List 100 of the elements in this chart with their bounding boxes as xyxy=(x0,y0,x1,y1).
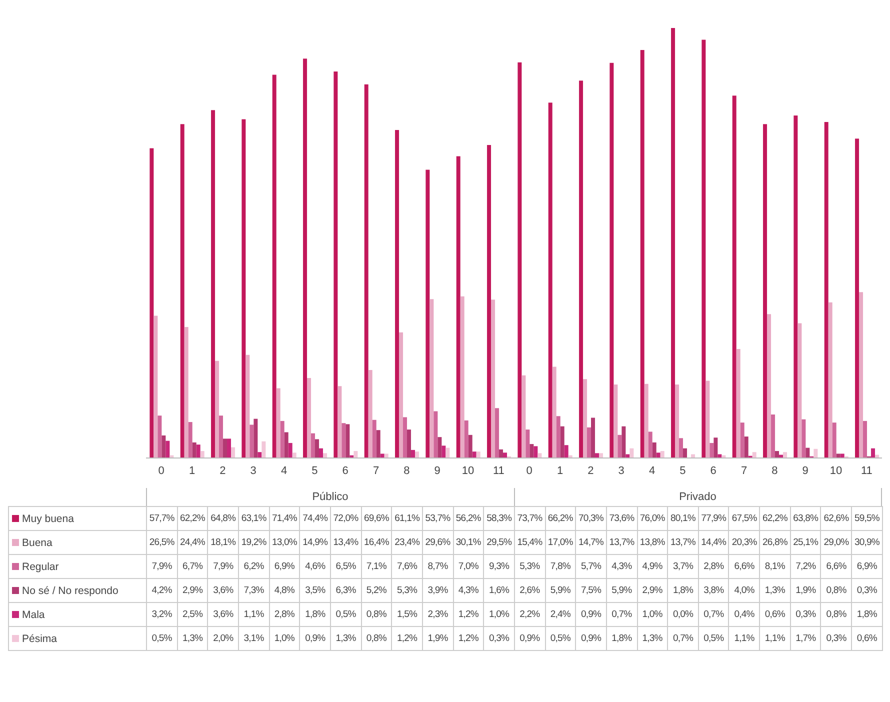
bar xyxy=(315,439,320,458)
bar xyxy=(691,454,696,458)
bar xyxy=(828,302,832,458)
legend-label: Pésima xyxy=(8,626,146,650)
data-label: 64,8% xyxy=(208,506,238,530)
data-label: 1,2% xyxy=(453,626,484,650)
bar xyxy=(162,435,166,458)
x-tick-label: 2 xyxy=(220,464,226,477)
legend-label: Mala xyxy=(8,602,146,626)
data-label: 0,7% xyxy=(606,602,637,626)
bar xyxy=(231,447,236,458)
data-label: 0,6% xyxy=(760,602,790,626)
bar xyxy=(426,170,430,458)
data-label: 73,6% xyxy=(606,506,637,530)
data-label: 2,5% xyxy=(177,602,208,626)
data-label: 3,1% xyxy=(238,626,270,650)
data-label: 0,8% xyxy=(361,602,392,626)
bar xyxy=(863,420,868,458)
bar xyxy=(610,62,614,458)
bar xyxy=(671,28,676,458)
data-label: 3,6% xyxy=(208,578,238,602)
data-label: 1,1% xyxy=(728,626,760,650)
data-label: 4,9% xyxy=(637,554,668,578)
bar xyxy=(591,418,596,458)
bar xyxy=(200,451,204,458)
data-label: 1,9% xyxy=(422,626,454,650)
bar xyxy=(740,422,744,458)
data-label: 26,5% xyxy=(146,530,178,554)
data-label: 0,4% xyxy=(728,602,760,626)
bar xyxy=(192,442,196,458)
data-label: 2,0% xyxy=(208,626,238,650)
bar xyxy=(280,420,284,458)
data-label: 1,8% xyxy=(606,626,637,650)
data-label: 6,6% xyxy=(820,554,852,578)
x-tick-label: 5 xyxy=(680,464,686,477)
data-label: 62,2% xyxy=(177,506,208,530)
data-label: 2,9% xyxy=(637,578,668,602)
bar xyxy=(384,454,388,458)
bar xyxy=(460,296,464,458)
data-label: 4,3% xyxy=(606,554,637,578)
data-label: 3,8% xyxy=(698,578,729,602)
bar xyxy=(276,388,280,458)
data-label: 58,3% xyxy=(484,506,514,530)
bar xyxy=(518,62,522,458)
data-label: 7,9% xyxy=(146,554,178,578)
data-label: 0,5% xyxy=(545,626,576,650)
data-label: 6,6% xyxy=(728,554,760,578)
x-tick-label: 3 xyxy=(618,464,624,477)
data-label: 24,4% xyxy=(177,530,208,554)
data-label: 63,1% xyxy=(238,506,270,530)
data-label: 14,9% xyxy=(300,530,330,554)
bar xyxy=(564,445,568,458)
bar xyxy=(407,430,412,458)
bar xyxy=(487,145,492,458)
bar xyxy=(798,323,802,458)
bar xyxy=(599,453,604,458)
bar xyxy=(342,423,346,458)
data-label: 6,9% xyxy=(852,554,882,578)
data-label: 0,5% xyxy=(146,626,178,650)
bar xyxy=(836,454,840,458)
bar xyxy=(446,448,450,458)
data-label: 3,6% xyxy=(208,602,238,626)
data-label: 2,6% xyxy=(514,578,546,602)
bar xyxy=(196,444,200,458)
bar xyxy=(430,299,434,458)
data-label: 70,3% xyxy=(576,506,606,530)
data-label: 0,8% xyxy=(361,626,392,650)
bar xyxy=(395,130,400,458)
bar xyxy=(262,441,266,458)
data-label: 13,0% xyxy=(269,530,300,554)
data-label: 0,7% xyxy=(668,626,698,650)
bar xyxy=(380,454,384,458)
data-label: 1,9% xyxy=(790,578,821,602)
bar xyxy=(660,451,664,458)
bar xyxy=(579,80,584,458)
bar xyxy=(538,453,542,458)
data-label: 0,9% xyxy=(576,626,606,650)
data-label: 1,2% xyxy=(392,626,422,650)
data-label: 5,3% xyxy=(514,554,546,578)
data-label: 1,0% xyxy=(637,602,668,626)
x-tick-label: 10 xyxy=(462,464,474,477)
data-label: 2,2% xyxy=(514,602,546,626)
bar xyxy=(652,442,656,458)
bar xyxy=(323,453,328,458)
bar xyxy=(499,449,504,458)
bar xyxy=(595,453,600,458)
bar xyxy=(438,437,442,458)
data-label: 2,4% xyxy=(545,602,576,626)
bar xyxy=(832,422,836,458)
x-tick-label: 2 xyxy=(588,464,594,477)
data-label: 7,2% xyxy=(790,554,821,578)
bar xyxy=(154,316,158,458)
bar xyxy=(526,430,530,458)
bar xyxy=(640,50,644,458)
data-label: 3,7% xyxy=(668,554,698,578)
bar xyxy=(242,119,246,458)
data-label: 13,7% xyxy=(606,530,637,554)
data-label: 19,2% xyxy=(238,530,270,554)
bar xyxy=(364,84,368,458)
data-label: 0,0% xyxy=(668,602,698,626)
